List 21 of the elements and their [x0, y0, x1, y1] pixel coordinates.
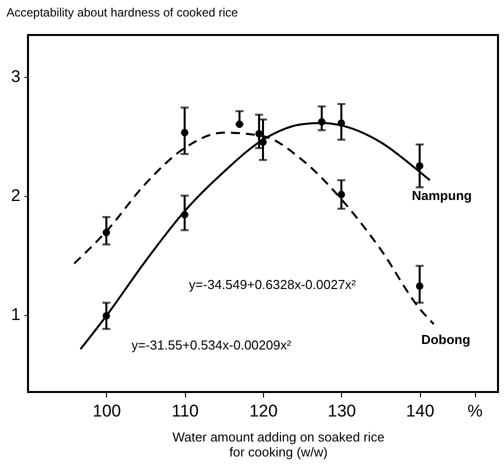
x-tick-label: 110 — [172, 402, 199, 420]
x-axis-title: Water amount adding on soaked rice for cooking (w/w) — [172, 430, 384, 460]
point — [236, 120, 244, 128]
y-tick-label: 2 — [11, 186, 20, 206]
x-tick-label: 140 — [406, 402, 434, 420]
point — [338, 190, 346, 198]
point — [416, 162, 424, 170]
point — [416, 282, 424, 290]
annotation: y=-34.549+0.6328x-0.0027x² — [188, 276, 357, 292]
y-axis-title: Acceptability about hardness of cooked rice — [6, 6, 238, 20]
series-label: Dobong — [421, 332, 470, 348]
point — [180, 128, 188, 136]
x-tick-label: 130 — [328, 402, 356, 420]
series-label: Nampung — [412, 188, 472, 204]
annotation: y=-31.55+0.534x-0.00209x² — [131, 338, 292, 353]
y-tick-label: 1 — [11, 305, 20, 324]
x-tick-label: 100 — [92, 402, 122, 420]
y-tick-label: 3 — [11, 67, 20, 86]
x-tick-label: 120 — [249, 402, 278, 420]
x-tick-label: % — [467, 402, 483, 420]
point — [255, 130, 263, 138]
